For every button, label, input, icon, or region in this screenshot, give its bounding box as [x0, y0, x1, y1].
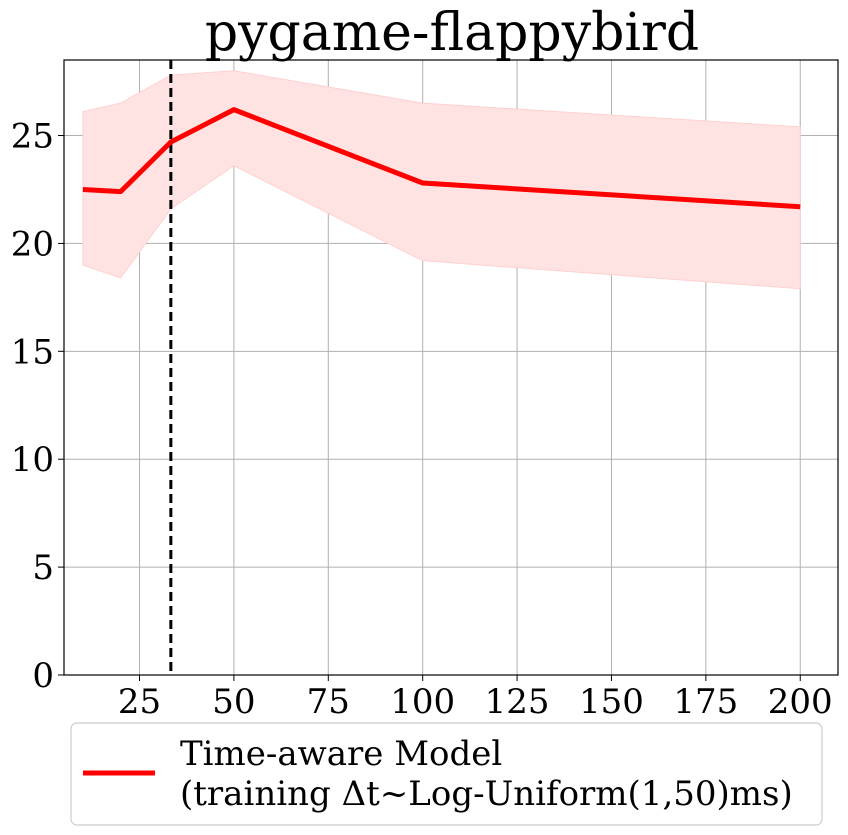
series-line-layer: [82, 107, 801, 210]
series-line: [82, 107, 801, 210]
x-tick-label: 125: [485, 682, 550, 722]
plot-area-frame: [63, 59, 839, 676]
y-tick-label: 0: [32, 656, 54, 696]
x-tick-label: 50: [212, 682, 255, 722]
y-tick-label: 5: [32, 548, 54, 588]
legend-label-line-2: (training Δt~Log-Uniform(1,50)ms): [180, 774, 793, 814]
x-tick-label: 200: [768, 682, 833, 722]
legend: Time-aware Model (training Δt~Log-Unifor…: [70, 722, 823, 826]
x-tick-label: 25: [118, 682, 161, 722]
chart-title: pygame-flappybird: [205, 3, 699, 63]
x-tick-label: 100: [390, 682, 455, 722]
x-tick-label: 150: [579, 682, 644, 722]
legend-label-line-1: Time-aware Model: [180, 734, 502, 774]
x-tick-label: 75: [307, 682, 350, 722]
y-tick-labels: 0 5 10 15 20 25: [11, 117, 64, 696]
y-tick-label: 25: [11, 117, 54, 157]
confidence-band-layer: [82, 70, 801, 290]
y-tick-label: 15: [11, 332, 54, 372]
y-tick-label: 10: [11, 440, 54, 480]
confidence-band: [82, 70, 801, 290]
legend-box: [70, 722, 823, 826]
x-tick-label: 175: [673, 682, 738, 722]
x-tick-labels: 25 50 75 100 125 150 175 200: [118, 675, 833, 722]
y-tick-label: 20: [11, 224, 54, 264]
